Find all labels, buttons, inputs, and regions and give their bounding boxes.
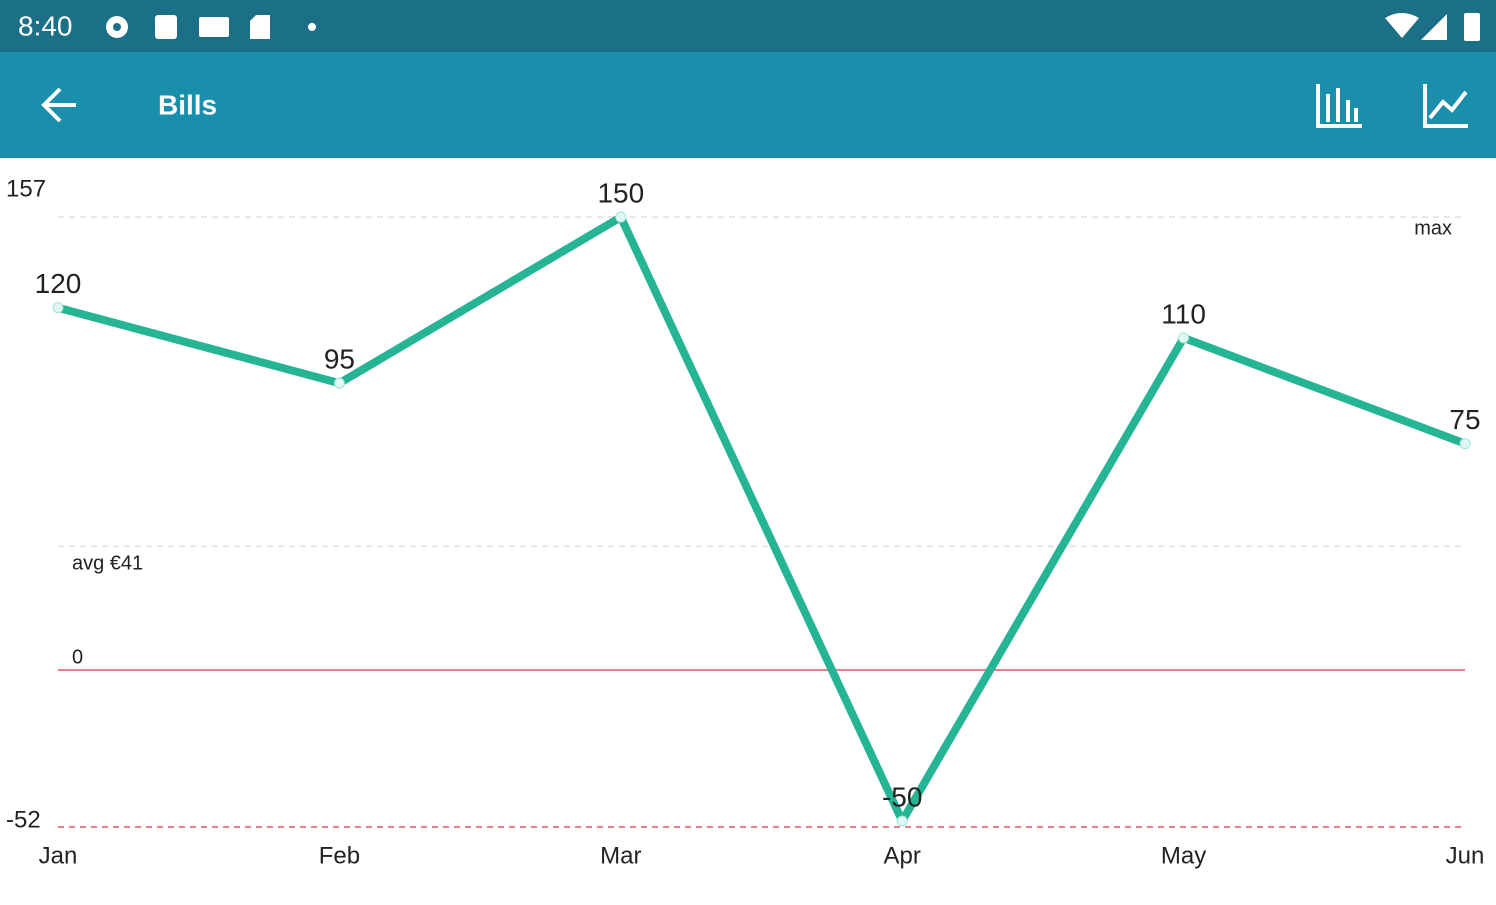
x-tick-label: May <box>1161 842 1206 869</box>
data-label: 75 <box>1449 404 1480 435</box>
x-tick-label: Mar <box>600 842 641 869</box>
status-icons <box>106 13 1480 41</box>
app-title: Bills <box>158 89 217 120</box>
y-tick-label: 0 <box>72 646 83 668</box>
y-tick-label: 157 <box>6 175 46 202</box>
status-bar <box>0 0 1496 52</box>
x-tick-label: Apr <box>884 842 921 869</box>
data-label: -50 <box>882 781 922 812</box>
x-tick-label: Jan <box>39 842 78 869</box>
data-label: 95 <box>324 344 355 375</box>
data-point <box>52 302 64 314</box>
data-label: 150 <box>597 178 644 209</box>
data-label: 120 <box>35 268 82 299</box>
data-point <box>1459 438 1471 450</box>
y-tick-label: -52 <box>6 806 41 833</box>
data-label: 110 <box>1161 298 1206 329</box>
x-tick-label: Feb <box>319 842 360 869</box>
bar-chart-button[interactable] <box>1316 84 1362 128</box>
line-chart-button[interactable] <box>1423 84 1468 128</box>
data-point <box>896 815 908 827</box>
app-bar <box>0 52 1496 158</box>
x-tick-label: Jun <box>1446 842 1485 869</box>
data-point <box>1178 332 1190 344</box>
reference-label: max <box>1414 217 1452 239</box>
data-point <box>615 211 627 223</box>
back-button[interactable] <box>41 87 76 123</box>
reference-label: avg €41 <box>72 553 143 575</box>
data-line <box>56 213 1467 825</box>
data-point <box>333 377 345 389</box>
status-time: 8:40 <box>18 10 73 41</box>
